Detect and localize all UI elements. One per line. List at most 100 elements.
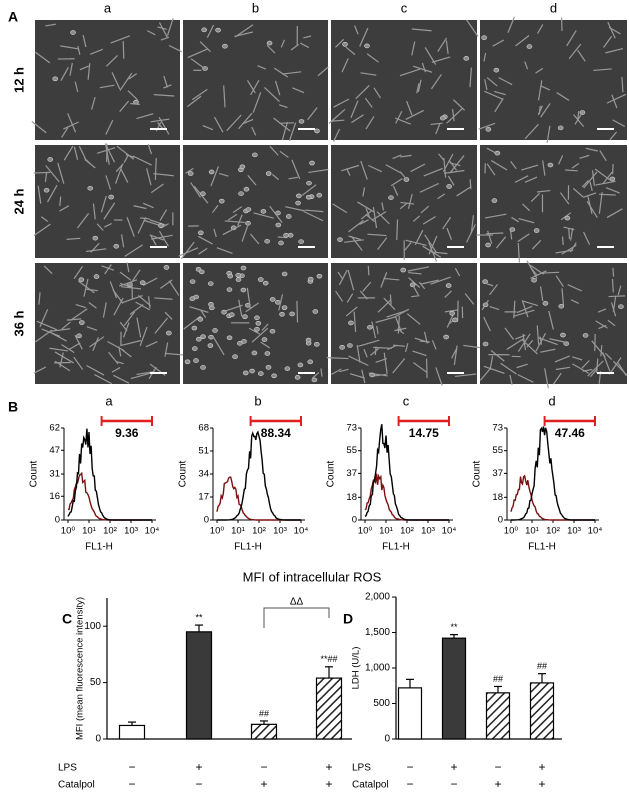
cell (195, 336, 202, 342)
cell (251, 350, 258, 356)
cell (338, 269, 348, 286)
cell (197, 230, 204, 236)
sample-curve (364, 424, 449, 521)
cell (216, 247, 233, 254)
cell (201, 27, 207, 33)
cell (438, 153, 445, 161)
cell (238, 191, 244, 196)
cell (342, 41, 348, 47)
y-tick-label: 18 (492, 492, 503, 503)
cell (178, 247, 199, 257)
cell (390, 178, 403, 187)
cell (163, 265, 170, 270)
y-axis-label: LDH (U/L) (351, 647, 362, 690)
image-background (480, 145, 627, 258)
x-tick-label: 10⁰ (504, 526, 519, 537)
cell (542, 301, 549, 306)
cell (33, 223, 51, 237)
cell (275, 222, 282, 228)
x-axis-label: FL1-H (234, 542, 262, 553)
cell (516, 363, 528, 369)
significance: ## (493, 674, 503, 684)
cell (617, 362, 627, 377)
cell (285, 214, 292, 219)
y-tick-label: 47 (49, 445, 60, 456)
micrograph (178, 145, 329, 260)
cell (609, 176, 616, 182)
cell (232, 354, 238, 360)
cell (524, 123, 539, 140)
cell (241, 339, 247, 344)
cell (63, 121, 79, 130)
cell (298, 119, 305, 124)
cell (486, 232, 504, 235)
cell (69, 308, 88, 321)
cell (591, 170, 595, 186)
cell (424, 47, 437, 65)
cell (490, 350, 505, 362)
cell (287, 232, 294, 238)
cell (105, 145, 116, 163)
cell (492, 39, 505, 47)
cell (383, 277, 400, 281)
cell (405, 109, 424, 120)
cell (494, 150, 501, 156)
sample-curve (67, 428, 152, 521)
cell (149, 234, 165, 241)
cell (396, 219, 399, 241)
y-tick-label: 17 (198, 492, 209, 503)
cell (108, 351, 119, 365)
cell (105, 55, 119, 67)
cell (147, 143, 153, 155)
cell (483, 365, 505, 374)
cell (285, 206, 305, 212)
cell (489, 355, 494, 370)
cell (210, 166, 220, 187)
cell (400, 154, 412, 158)
x-tick-label: 10⁴ (294, 526, 309, 537)
cell (530, 270, 547, 279)
cell (431, 340, 437, 350)
micrograph (33, 262, 185, 385)
micrograph (479, 260, 628, 389)
y-tick-label: 18 (346, 492, 357, 503)
cell (149, 219, 167, 226)
cell (478, 122, 496, 130)
cell (358, 339, 380, 347)
y-tick-label: 51 (198, 446, 209, 457)
cell (411, 28, 432, 32)
cell (486, 163, 496, 176)
cell (147, 296, 151, 309)
cell (114, 164, 123, 184)
cell (524, 176, 538, 183)
cell (168, 280, 180, 296)
cell (234, 24, 254, 38)
cell (119, 100, 130, 112)
cell (288, 122, 297, 142)
cell (383, 352, 388, 374)
cell (54, 351, 74, 364)
cell (517, 333, 531, 352)
cell (37, 185, 42, 204)
cell (254, 315, 260, 321)
cell (187, 171, 194, 176)
cell (125, 154, 135, 158)
bar (185, 631, 213, 740)
cell (265, 171, 272, 176)
cell (568, 43, 582, 59)
bracket (263, 607, 330, 628)
cell (198, 269, 205, 275)
cell (82, 35, 87, 48)
x-tick-label: 10² (546, 526, 560, 537)
cell (531, 277, 537, 283)
cell (137, 294, 152, 307)
x-axis-label: FL1-H (528, 542, 556, 553)
cell (296, 193, 302, 199)
cell (43, 187, 50, 193)
x-tick-label: 10¹ (82, 526, 96, 537)
cell (621, 77, 624, 93)
x-tick-label: 10⁴ (442, 526, 457, 537)
cell (291, 159, 301, 180)
bar (118, 724, 146, 740)
